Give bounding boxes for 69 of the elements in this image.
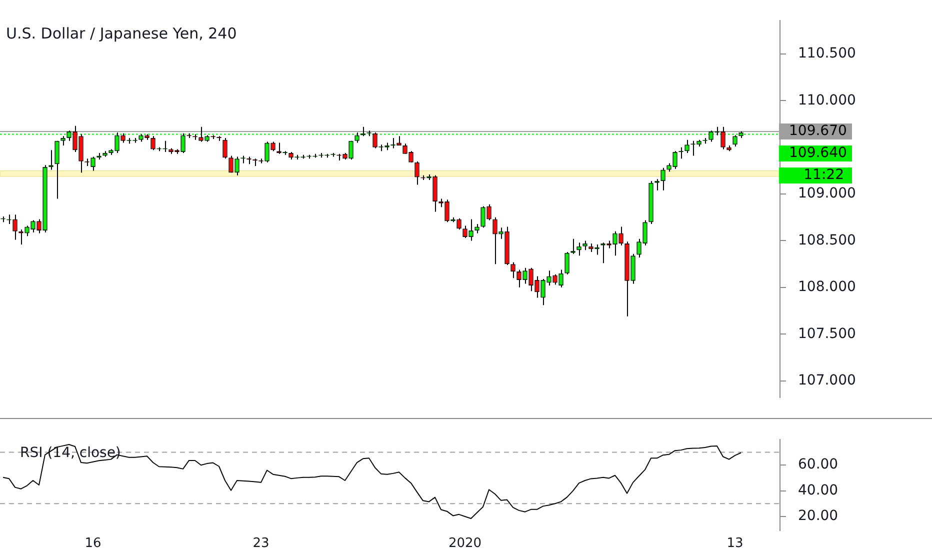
candlestick xyxy=(12,214,18,240)
candlestick xyxy=(24,225,30,237)
candlestick xyxy=(582,240,588,251)
candlestick xyxy=(468,218,474,242)
y-tick-label: 108.500 xyxy=(798,232,856,248)
candlestick xyxy=(522,267,528,284)
x-tick-label: 16 xyxy=(84,536,102,550)
candlestick xyxy=(552,274,558,286)
candlestick xyxy=(480,206,486,228)
candlestick xyxy=(348,140,354,160)
candlestick xyxy=(684,139,690,154)
candlestick xyxy=(54,140,60,200)
ref-line-label: 109.670 xyxy=(789,123,847,140)
y-tick-label: 107.000 xyxy=(798,372,856,388)
candlestick xyxy=(642,220,648,246)
candlestick xyxy=(528,267,534,292)
y-tick-label: 110.000 xyxy=(798,92,856,108)
candlestick xyxy=(618,226,624,246)
y-tick-label: 108.000 xyxy=(798,279,856,296)
candlestick xyxy=(720,126,726,150)
candlestick xyxy=(576,242,582,256)
y-tick-label: 20.00 xyxy=(798,508,838,524)
candlestick xyxy=(228,155,234,174)
candlestick xyxy=(372,132,378,149)
candlestick xyxy=(444,199,450,223)
y-tick-label: 110.500 xyxy=(798,46,856,62)
candlestick xyxy=(510,262,516,279)
candlestick xyxy=(30,220,36,233)
candlestick xyxy=(540,278,546,306)
candlestick xyxy=(264,141,270,163)
candlestick xyxy=(486,204,492,221)
candlestick xyxy=(612,230,618,256)
x-tick-label: 23 xyxy=(252,536,270,550)
x-tick-label: 13 xyxy=(726,536,744,550)
candlestick xyxy=(564,251,570,275)
candlestick xyxy=(60,136,66,146)
candlestick xyxy=(534,276,540,298)
candlestick xyxy=(72,125,78,153)
y-tick-label: 109.000 xyxy=(798,186,856,202)
candlestick xyxy=(222,138,228,160)
candlestick xyxy=(198,126,204,142)
text: 11:22 xyxy=(804,167,844,184)
candlestick xyxy=(660,167,666,191)
x-tick-label: 2020 xyxy=(448,536,482,550)
candlestick xyxy=(78,134,84,174)
ref-line-label: 109.640 xyxy=(789,145,847,162)
candlestick xyxy=(414,160,420,186)
candlestick xyxy=(234,156,240,176)
candlestick xyxy=(36,218,42,234)
candlestick xyxy=(474,223,480,234)
candlestick xyxy=(516,269,522,288)
candlestick xyxy=(636,238,642,258)
candlestick xyxy=(456,218,462,230)
y-tick-label: 60.00 xyxy=(798,456,838,473)
candlestick xyxy=(630,253,636,284)
chart-title: U.S. Dollar / Japanese Yen, 240 xyxy=(6,24,237,42)
chart-title: RSI (14, close) xyxy=(20,445,121,462)
candlestick xyxy=(672,150,678,170)
y-tick-label: 107.500 xyxy=(798,326,856,342)
candlestick xyxy=(546,270,552,286)
candlestick xyxy=(462,225,468,238)
y-tick-label: 40.00 xyxy=(798,482,838,498)
candlestick xyxy=(270,141,276,152)
candlestick xyxy=(492,216,498,265)
candlestick xyxy=(432,174,438,212)
candlestick xyxy=(558,269,564,288)
candlestick xyxy=(150,136,156,151)
candlestick xyxy=(90,156,96,172)
candlestick xyxy=(120,132,126,144)
